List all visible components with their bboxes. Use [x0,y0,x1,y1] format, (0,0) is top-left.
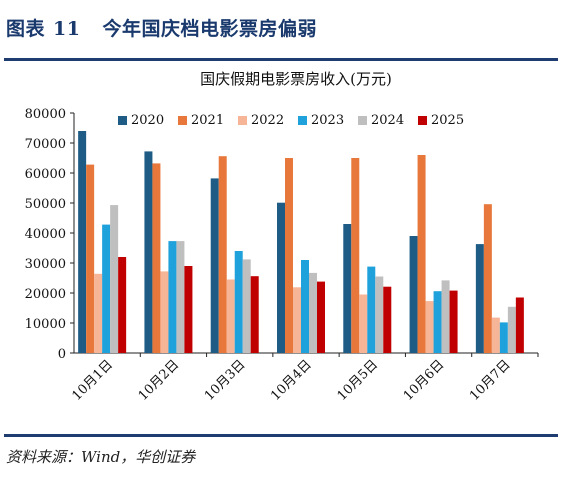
bar-chart: 国庆假期电影票房收入(万元)2020 2021 2022 2023 2024 202501… [25,70,539,404]
legend-label-2021: 2021 [191,113,224,128]
y-tick-label: 10000 [25,317,66,332]
bar-2020-4 [277,202,285,353]
x-tick-label: 10月5日 [335,357,382,404]
bar-2021-1 [86,164,95,353]
x-tick-label: 10月3日 [202,357,249,404]
bar-2023-1 [102,224,111,353]
figure-header: 图表 11 今年国庆档电影票房偏弱 [0,0,562,62]
legend-swatch-2025 [418,116,427,125]
top-rule [4,58,558,61]
bar-2024-5 [375,276,384,353]
figure-label: 图表 [6,18,46,40]
bar-2025-6 [449,290,458,353]
bar-2020-2 [144,151,153,353]
bar-2021-7 [483,204,492,353]
bar-2025-4 [317,281,325,353]
bar-2022-6 [425,301,434,353]
bar-2025-5 [383,286,392,353]
bar-2024-1 [110,205,119,353]
bottom-rule [4,434,558,437]
y-tick-label: 0 [58,347,66,362]
x-tick-label: 10月2日 [136,357,183,404]
bar-2025-1 [118,257,127,353]
bar-2023-2 [168,241,177,353]
chart-title: 国庆假期电影票房收入(万元) [200,70,392,88]
legend-swatch-2020 [118,116,127,125]
legend-swatch-2024 [358,116,367,125]
y-tick-label: 30000 [25,257,66,272]
y-tick-label: 40000 [25,227,66,242]
bar-2024-6 [441,280,450,353]
bar-2025-2 [184,266,193,353]
legend-swatch-2021 [178,116,187,125]
legend-label-2024: 2024 [371,113,404,128]
bar-2025-3 [250,276,259,353]
bar-2022-7 [491,317,500,353]
x-tick-label: 10月1日 [69,357,116,404]
legend-label-2025: 2025 [431,113,464,128]
bar-2021-6 [417,155,426,353]
bar-2024-4 [309,272,317,353]
bar-2021-2 [152,163,161,353]
figure-title: 图表 11 今年国庆档电影票房偏弱 [6,14,317,41]
bar-2021-4 [285,158,293,353]
figure-number: 11 [53,18,81,40]
legend-label-2022: 2022 [251,113,284,128]
figure-title-text: 今年国庆档电影票房偏弱 [102,18,317,40]
bar-2023-7 [499,322,508,353]
bar-2023-6 [433,291,442,353]
bar-2020-1 [78,131,87,353]
bar-2022-4 [293,287,301,353]
bar-2022-3 [226,279,235,353]
legend-label-2023: 2023 [311,113,344,128]
bar-2021-5 [351,158,360,353]
bar-2023-5 [367,266,376,353]
bar-2021-3 [218,156,227,353]
y-tick-label: 50000 [25,197,66,212]
bar-2022-2 [160,271,169,353]
legend-swatch-2023 [298,116,307,125]
y-tick-label: 60000 [25,167,66,182]
bar-2023-3 [234,251,243,353]
bar-2022-1 [94,273,103,353]
bar-2024-7 [507,306,516,353]
bar-2020-3 [210,178,219,353]
bar-2023-4 [301,260,309,353]
x-tick-label: 10月6日 [401,357,448,404]
bar-2024-3 [242,259,251,353]
legend-swatch-2022 [238,116,247,125]
bar-2024-2 [176,241,185,353]
bar-2025-7 [515,297,524,353]
x-tick-label: 10月4日 [268,357,315,404]
bar-2020-5 [343,224,352,353]
source-note: 资料来源：Wind，华创证券 [6,448,196,466]
legend-label-2020: 2020 [131,113,164,128]
y-tick-label: 70000 [25,137,66,152]
y-tick-label: 20000 [25,287,66,302]
x-tick-label: 10月7日 [467,357,514,404]
bar-2020-7 [475,244,484,353]
bar-2020-6 [409,236,418,353]
y-tick-label: 80000 [25,107,66,122]
bar-2022-5 [359,294,368,353]
